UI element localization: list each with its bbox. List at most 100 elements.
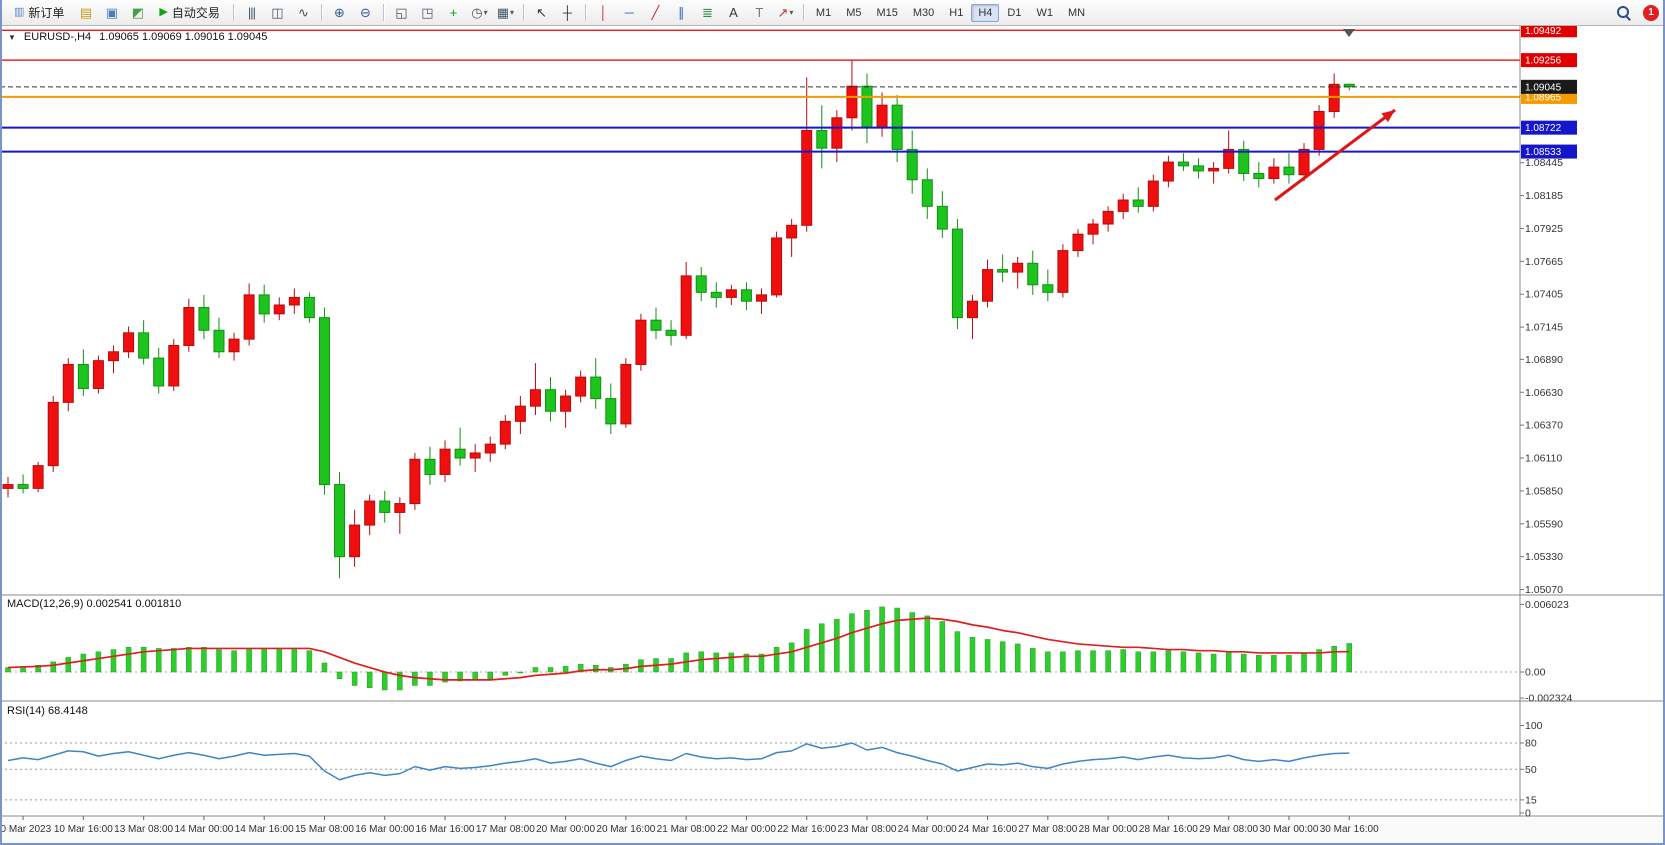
macd-histogram-bar xyxy=(80,653,87,673)
line-chart-icon[interactable]: ∿ xyxy=(297,5,309,20)
search-icon[interactable] xyxy=(1611,3,1636,23)
auto-trading-button[interactable]: ▶ 自动交易 xyxy=(151,1,227,24)
date-label: 14 Mar 16:00 xyxy=(235,824,294,835)
zoom-out-icon[interactable]: ⊖ xyxy=(359,5,371,20)
timeframe-h4[interactable]: H4 xyxy=(971,3,1000,22)
zoom-in-icon[interactable]: ⊕ xyxy=(333,5,345,20)
resistance-line-2-box xyxy=(1521,53,1577,68)
date-label: 23 Mar 08:00 xyxy=(838,824,897,835)
macd-histogram-bar xyxy=(1316,649,1322,673)
macd-histogram-bar xyxy=(291,648,298,673)
cursor-icon[interactable]: ↖ xyxy=(535,5,547,20)
chart-symbol-period: EURUSD-,H4 xyxy=(23,31,92,43)
text-icon[interactable]: A xyxy=(729,5,738,20)
rsi-axis-label: 50 xyxy=(1525,764,1537,776)
candle-body xyxy=(1253,172,1265,180)
add-indicator-icon[interactable]: + xyxy=(449,5,458,20)
macd-histogram-bar xyxy=(773,647,780,673)
new-order-button-label: 新订单 xyxy=(28,6,65,20)
date-label: 20 Mar 16:00 xyxy=(596,824,655,835)
candle-body xyxy=(620,363,632,425)
macd-histogram-bar xyxy=(1150,651,1157,673)
toolbar-separator xyxy=(382,4,384,21)
cascade-windows-icon[interactable]: ◳ xyxy=(421,5,434,20)
macd-histogram-bar xyxy=(532,667,539,673)
macd-histogram-bar xyxy=(924,615,931,673)
candle-body xyxy=(499,420,511,445)
candlestick-chart-icon[interactable]: ◫ xyxy=(271,5,284,20)
candle-body xyxy=(153,357,165,387)
rsi-line xyxy=(7,742,1350,781)
notification-badge[interactable]: 1 xyxy=(1643,4,1659,21)
vertical-line-icon[interactable]: │ xyxy=(599,5,608,20)
macd-histogram-bar xyxy=(1030,648,1036,673)
templates-icon[interactable]: ▦ ▾ xyxy=(496,5,515,20)
crosshair-icon[interactable]: ┼ xyxy=(562,5,573,20)
macd-histogram-bar xyxy=(547,667,554,673)
candle-body xyxy=(258,294,270,315)
data-window-icon[interactable]: ▣ xyxy=(105,5,119,20)
macd-histogram-bar xyxy=(1105,650,1111,673)
tile-windows-icon[interactable]: ◱ xyxy=(395,5,408,20)
price-axis-label: 1.07665 xyxy=(1525,256,1563,268)
timeframe-m5[interactable]: M5 xyxy=(846,6,862,19)
navigator-icon[interactable]: ◩ xyxy=(131,5,145,20)
candle-body xyxy=(876,104,888,129)
date-label: 16 Mar 16:00 xyxy=(416,824,475,835)
price-axis-label: 1.05850 xyxy=(1525,485,1563,497)
market-watch-icon[interactable]: ▤ xyxy=(79,5,93,20)
window-border-left xyxy=(0,0,2,845)
chart-shift-marker[interactable] xyxy=(1343,29,1355,37)
date-label: 14 Mar 00:00 xyxy=(174,824,233,835)
candle-body xyxy=(439,448,451,475)
candle-body xyxy=(213,329,225,353)
channel-icon[interactable]: ∥ xyxy=(678,5,685,20)
chart-background xyxy=(0,26,1665,845)
macd-histogram-bar xyxy=(35,665,41,673)
candle-body xyxy=(1208,167,1220,172)
macd-histogram-bar xyxy=(186,647,192,673)
macd-histogram-bar xyxy=(1075,650,1081,673)
resistance-line-1-box xyxy=(1521,26,1577,38)
timeframe-m1[interactable]: M1 xyxy=(815,6,832,19)
one-click-trading-toggle[interactable]: ▼ xyxy=(8,32,16,42)
macd-histogram-bar xyxy=(713,652,720,673)
date-label: 28 Mar 00:00 xyxy=(1079,824,1138,835)
fibonacci-icon[interactable]: ≣ xyxy=(701,5,713,20)
candle-body xyxy=(1298,148,1310,176)
timeframe-h1[interactable]: H1 xyxy=(949,6,964,19)
macd-histogram-bar xyxy=(819,623,825,673)
horizontal-line-icon[interactable]: ─ xyxy=(624,5,635,20)
timeframe-d1[interactable]: D1 xyxy=(1007,6,1022,19)
macd-histogram-bar xyxy=(246,648,252,673)
macd-histogram-bar xyxy=(1225,651,1232,673)
macd-histogram-bar xyxy=(442,671,448,683)
periods-icon[interactable]: ◷ ▾ xyxy=(471,5,488,20)
new-order-button[interactable]: ▥ 新订单 xyxy=(6,1,72,24)
macd-histogram-bar xyxy=(1135,651,1141,673)
timeframe-w1[interactable]: W1 xyxy=(1036,6,1053,19)
candle-body xyxy=(1132,199,1144,207)
macd-histogram-bar xyxy=(382,671,388,691)
rsi-axis-label: 80 xyxy=(1525,738,1537,750)
arrow-tools-icon[interactable]: ↗ ▾ xyxy=(777,5,794,20)
macd-histogram-bar xyxy=(562,666,569,673)
rsi-indic ator-label: RSI(14) 68.4148 xyxy=(7,705,88,717)
candle-body xyxy=(1223,148,1235,169)
timeframe-mn[interactable]: MN xyxy=(1067,6,1086,19)
trendline-icon[interactable]: ╱ xyxy=(651,5,660,20)
macd-histogram-bar xyxy=(954,631,961,673)
toolbar: ▥ 新订单 ▤ ▣ ◩ ▶ 自动交易 ||| ◫ ∿ ⊕ ⊖ ◱ ◳ + ◷ ▾ ▦ ▾ ↖ ┼ │ ─ ╱ ∥ ≣ A T ↗ ▾ M1 M… xyxy=(0,0,1665,26)
candle-body xyxy=(725,289,737,298)
macd-histogram-bar xyxy=(577,663,584,673)
candle-body xyxy=(997,269,1009,273)
trend-arrow-annotation[interactable] xyxy=(1274,108,1396,202)
timeframe-m15[interactable]: M15 xyxy=(876,6,898,19)
candle-body xyxy=(77,363,89,389)
macd-histogram-bar xyxy=(1014,643,1021,673)
candle-body xyxy=(17,484,29,489)
timeframe-m30[interactable]: M30 xyxy=(912,6,935,19)
label-icon[interactable]: T xyxy=(755,5,764,20)
bar-chart-icon[interactable]: ||| xyxy=(247,5,256,20)
